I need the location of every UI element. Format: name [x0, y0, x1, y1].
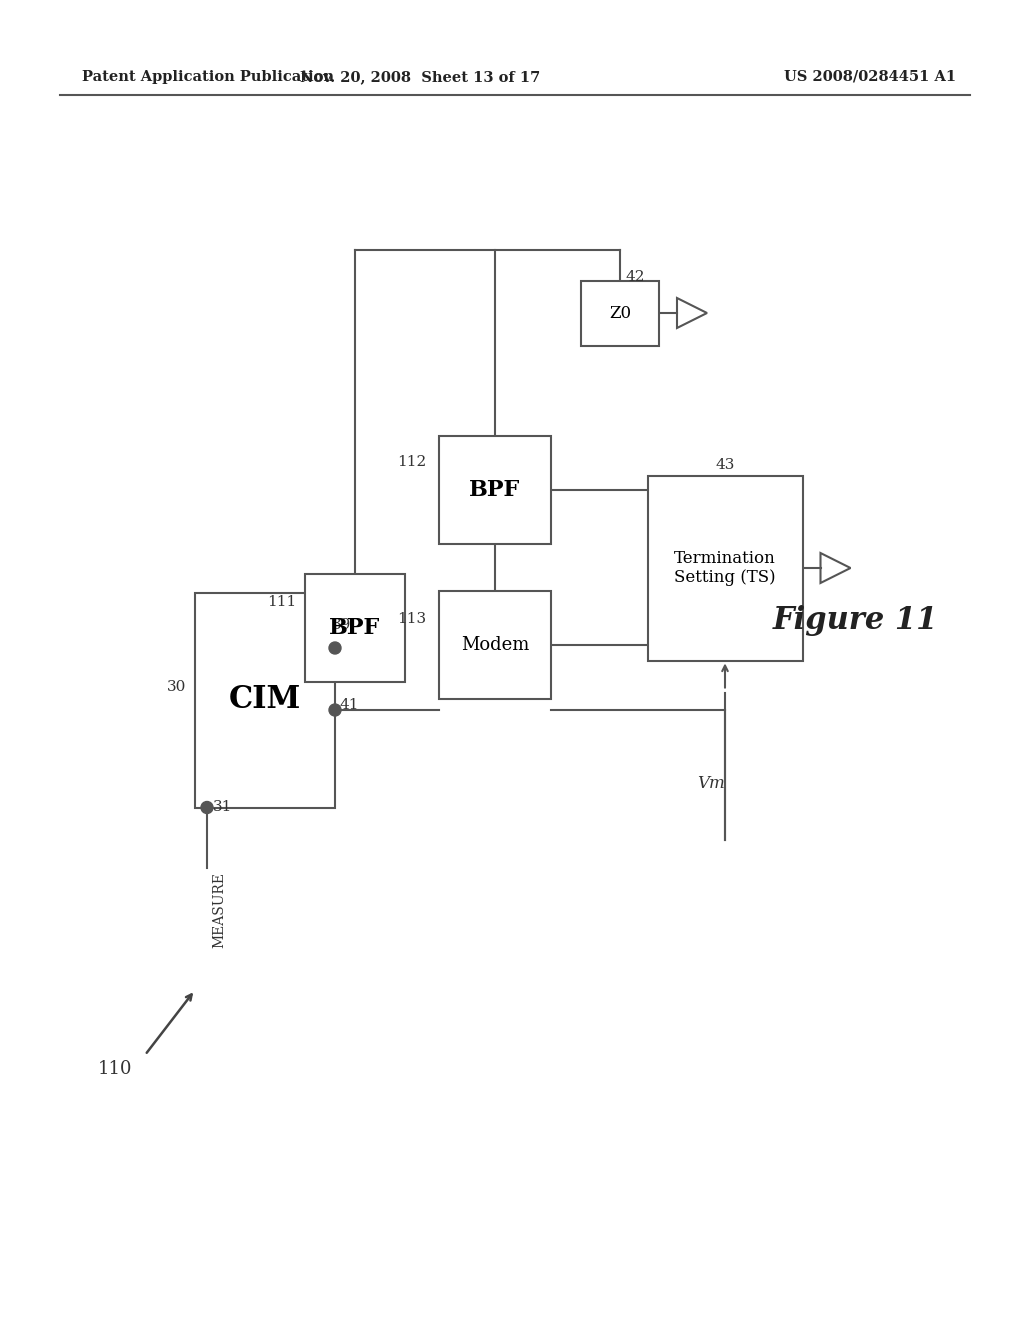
Bar [647, 475, 803, 660]
Text: Z0: Z0 [609, 305, 631, 322]
Bar [439, 591, 551, 700]
Text: Modem: Modem [461, 636, 529, 653]
Bar [305, 574, 406, 682]
Text: BPF: BPF [469, 479, 520, 502]
Text: 30: 30 [167, 680, 186, 694]
Bar [439, 436, 551, 544]
Text: CIM: CIM [229, 685, 301, 715]
Text: BPF: BPF [330, 616, 381, 639]
Text: 41: 41 [340, 698, 359, 711]
Circle shape [329, 642, 341, 653]
Text: US 2008/0284451 A1: US 2008/0284451 A1 [784, 70, 956, 84]
Bar [195, 593, 335, 808]
Text: 39: 39 [332, 618, 351, 632]
Text: 31: 31 [213, 800, 232, 814]
Circle shape [329, 704, 341, 715]
Circle shape [201, 801, 213, 813]
Bar [581, 281, 659, 346]
Text: 111: 111 [267, 595, 296, 609]
Text: MEASURE: MEASURE [212, 873, 226, 949]
Text: 112: 112 [397, 455, 426, 469]
Text: 42: 42 [625, 271, 644, 284]
Text: Vm: Vm [697, 775, 725, 792]
Text: Nov. 20, 2008  Sheet 13 of 17: Nov. 20, 2008 Sheet 13 of 17 [300, 70, 540, 84]
Text: 113: 113 [397, 612, 426, 626]
Text: Termination
Setting (TS): Termination Setting (TS) [674, 549, 776, 586]
Text: 110: 110 [97, 1060, 132, 1078]
Text: Patent Application Publication: Patent Application Publication [82, 70, 334, 84]
Text: Figure 11: Figure 11 [772, 605, 938, 635]
Text: 43: 43 [715, 458, 734, 473]
